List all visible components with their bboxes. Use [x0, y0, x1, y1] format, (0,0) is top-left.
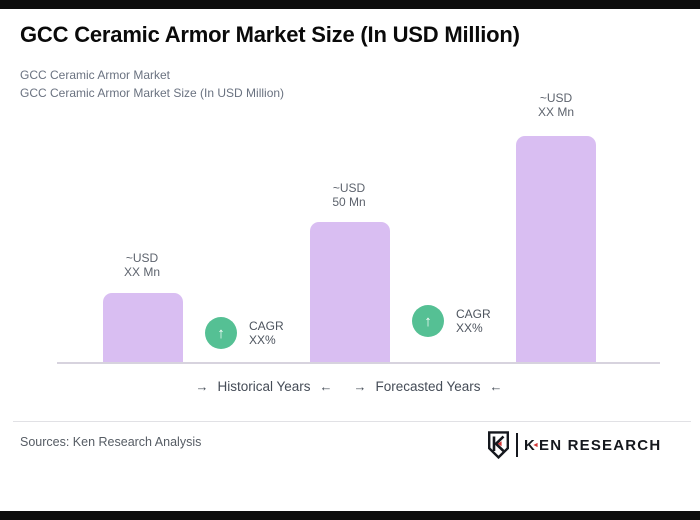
cagr-text-line2: XX% [456, 321, 483, 335]
x-axis-line [57, 362, 660, 364]
cagr-text-line2: XX% [249, 333, 276, 347]
bar2-label-line1: ~USD [332, 181, 366, 195]
cagr-label: CAGR XX% [456, 307, 491, 335]
growth-arrow-icon: ↑ [205, 317, 237, 349]
bar-value-label: ~USD XX Mn [506, 91, 606, 119]
axis-span-forecasted: → Forecasted Years ← [338, 379, 518, 394]
right-arrow-icon: → [195, 379, 209, 394]
bar-current [310, 222, 390, 364]
chart-subtitle-market: GCC Ceramic Armor Market [20, 68, 171, 82]
cagr-text-line1: CAGR [249, 319, 284, 333]
cagr-annotation-1: ↑ CAGR XX% [205, 317, 284, 349]
bar1-label-line2: XX Mn [123, 265, 160, 279]
bar-value-label: ~USD 50 Mn [299, 181, 399, 209]
cagr-annotation-2: ↑ CAGR XX% [412, 305, 491, 337]
cagr-text-line1: CAGR [456, 307, 491, 321]
left-arrow-icon: ← [319, 379, 333, 394]
historical-years-label: Historical Years [217, 379, 311, 394]
left-arrow-icon: ← [489, 379, 503, 394]
logo-k: K [524, 436, 537, 454]
logo-red-accent-icon: ◄ [532, 441, 539, 449]
footer-divider [13, 421, 691, 422]
axis-span-historical: → Historical Years ← [174, 379, 354, 394]
bar3-label-line2: XX Mn [537, 105, 574, 119]
sources-text: Sources: Ken Research Analysis [20, 435, 202, 449]
top-edge-bar [0, 0, 700, 9]
bottom-edge-bar [0, 511, 700, 520]
ken-research-logo: K◄EN RESEARCH [487, 430, 661, 460]
logo-rest: EN RESEARCH [538, 436, 662, 454]
chart-subtitle-size: GCC Ceramic Armor Market Size (In USD Mi… [20, 86, 285, 100]
bar2-label-line2: 50 Mn [332, 195, 366, 209]
page-title: GCC Ceramic Armor Market Size (In USD Mi… [20, 22, 520, 47]
growth-arrow-icon: ↑ [412, 305, 444, 337]
up-arrow-icon: ↑ [424, 312, 432, 330]
bar-historical [103, 293, 183, 364]
up-arrow-icon: ↑ [217, 324, 225, 342]
right-arrow-icon: → [353, 379, 367, 394]
bar3-label-line1: ~USD [539, 91, 573, 105]
bar-forecast [516, 136, 596, 364]
bar-value-label: ~USD XX Mn [92, 251, 192, 279]
bar1-label-line1: ~USD [125, 251, 159, 265]
ken-research-shield-icon [488, 431, 509, 459]
forecasted-years-label: Forecasted Years [375, 379, 481, 394]
cagr-label: CAGR XX% [249, 319, 284, 347]
logo-divider [516, 433, 518, 457]
logo-wordmark: K◄EN RESEARCH [524, 437, 661, 454]
